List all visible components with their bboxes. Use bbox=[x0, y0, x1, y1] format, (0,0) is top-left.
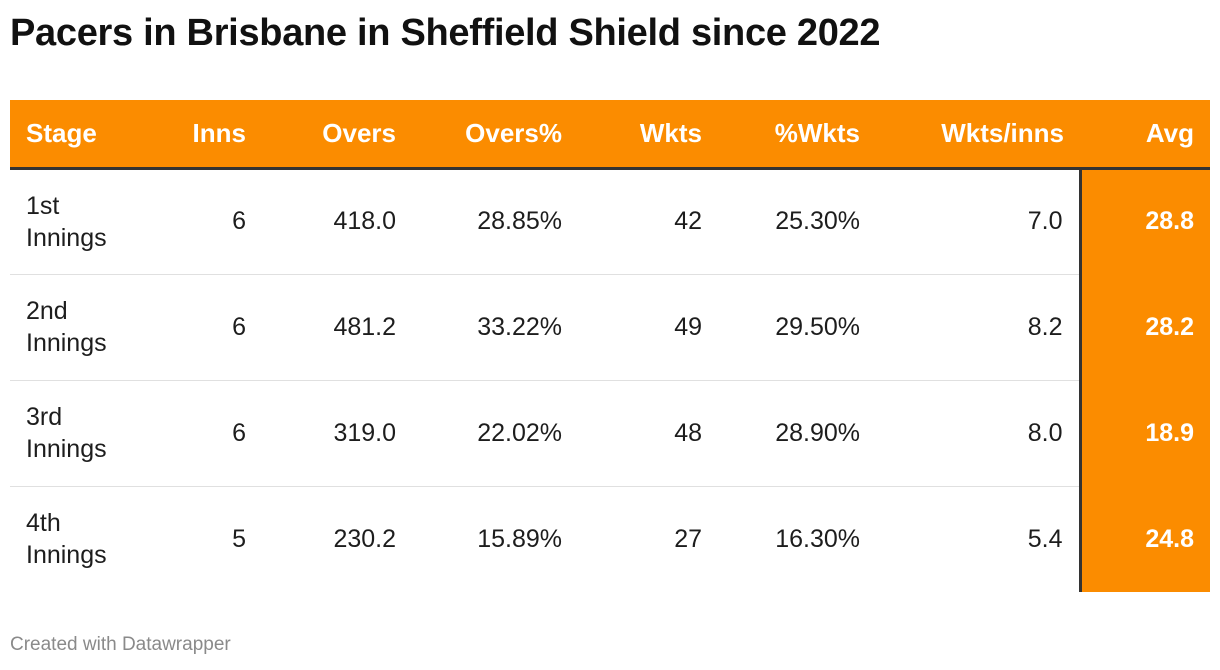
table-row: 4th Innings 5 230.2 15.89% 27 16.30% 5.4… bbox=[10, 486, 1210, 592]
cell-wkts: 42 bbox=[578, 168, 718, 275]
cell-avg: 28.2 bbox=[1078, 274, 1210, 381]
table-row: 1st Innings 6 418.0 28.85% 42 25.30% 7.0… bbox=[10, 168, 1210, 275]
cell-inns: 6 bbox=[150, 274, 262, 381]
cell-overs: 418.0 bbox=[262, 168, 412, 275]
column-header-overs-percent[interactable]: Overs% bbox=[412, 100, 578, 170]
column-header-avg[interactable]: Avg bbox=[1080, 100, 1210, 170]
table-row: 2nd Innings 6 481.2 33.22% 49 29.50% 8.2… bbox=[10, 274, 1210, 381]
cell-overs: 319.0 bbox=[262, 380, 412, 487]
cell-overs-percent: 22.02% bbox=[412, 380, 578, 487]
cell-inns: 5 bbox=[232, 524, 246, 553]
cell-wkts-per-inns: 5.4 bbox=[1027, 524, 1063, 553]
cell-wkts-percent: 28.90% bbox=[718, 380, 876, 487]
cell-wkts-percent: 16.30% bbox=[775, 524, 860, 553]
column-header-wkts-per-inns[interactable]: Wkts/inns bbox=[876, 100, 1080, 170]
column-header-overs[interactable]: Overs bbox=[262, 100, 412, 170]
cell-stage: 4th Innings bbox=[26, 509, 107, 570]
cell-avg: 24.8 bbox=[1078, 486, 1210, 592]
datawrapper-credit: Created with Datawrapper bbox=[10, 634, 231, 655]
column-header-stage[interactable]: Stage bbox=[10, 100, 150, 170]
data-table-container: Stage Inns Overs Overs% Wkts %Wkts Wkts/… bbox=[10, 100, 1210, 592]
table-row: 3rd Innings 6 319.0 22.02% 48 28.90% 8.0… bbox=[10, 380, 1210, 487]
cell-wkts-per-inns: 8.0 bbox=[876, 380, 1080, 487]
cell-wkts: 48 bbox=[578, 380, 718, 487]
cell-avg: 28.8 bbox=[1078, 168, 1210, 275]
data-table: Stage Inns Overs Overs% Wkts %Wkts Wkts/… bbox=[10, 100, 1210, 592]
cell-stage: 3rd Innings bbox=[10, 380, 150, 487]
cell-wkts: 27 bbox=[674, 524, 702, 553]
cell-overs-percent: 33.22% bbox=[412, 274, 578, 381]
cell-overs-percent: 28.85% bbox=[412, 168, 578, 275]
cell-avg: 18.9 bbox=[1078, 380, 1210, 487]
column-header-inns[interactable]: Inns bbox=[150, 100, 262, 170]
cell-stage: 1st Innings bbox=[10, 168, 150, 275]
cell-wkts-percent: 29.50% bbox=[718, 274, 876, 381]
page-title: Pacers in Brisbane in Sheffield Shield s… bbox=[10, 12, 881, 54]
cell-inns: 6 bbox=[150, 380, 262, 487]
column-header-wkts[interactable]: Wkts bbox=[578, 100, 718, 170]
cell-overs: 481.2 bbox=[262, 274, 412, 381]
cell-overs: 230.2 bbox=[333, 524, 396, 553]
cell-stage: 2nd Innings bbox=[10, 274, 150, 381]
column-header-wkts-percent[interactable]: %Wkts bbox=[718, 100, 876, 170]
cell-wkts: 49 bbox=[578, 274, 718, 381]
cell-overs-percent: 15.89% bbox=[477, 524, 562, 553]
cell-wkts-per-inns: 7.0 bbox=[876, 168, 1080, 275]
cell-inns: 6 bbox=[150, 168, 262, 275]
cell-wkts-percent: 25.30% bbox=[718, 168, 876, 275]
cell-wkts-per-inns: 8.2 bbox=[876, 274, 1080, 381]
table-header-row: Stage Inns Overs Overs% Wkts %Wkts Wkts/… bbox=[10, 100, 1210, 170]
